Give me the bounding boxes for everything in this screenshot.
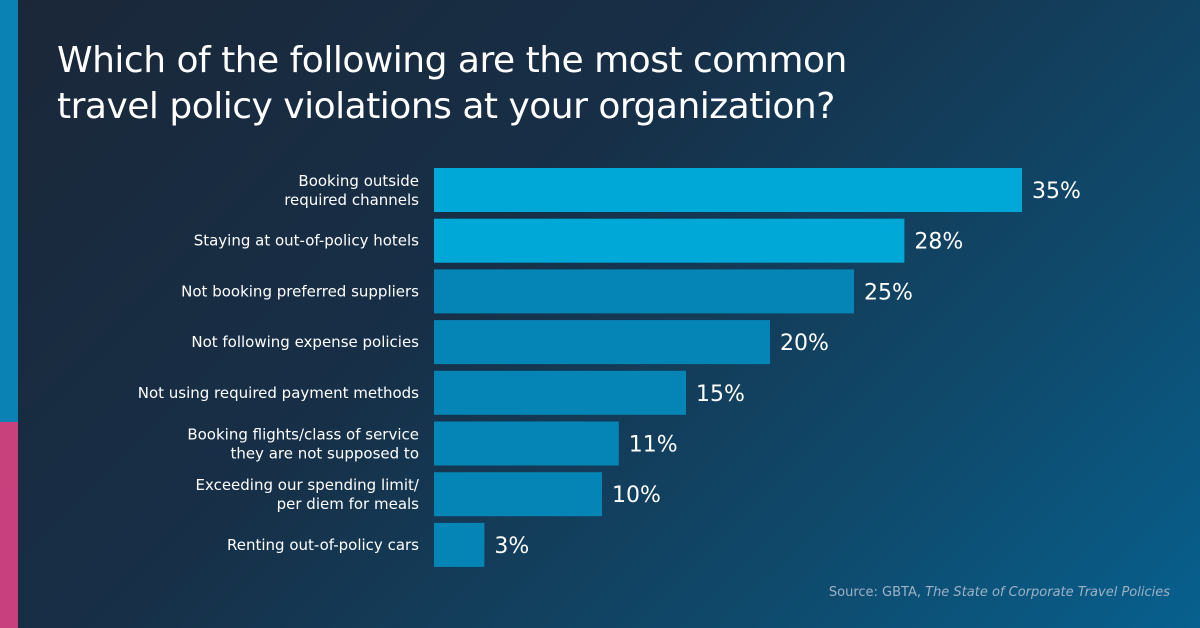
category-label-5: Not using required payment methods	[138, 384, 419, 402]
value-label-1: 35%	[1032, 179, 1081, 204]
bar-6	[434, 421, 619, 466]
category-label-4: Not following expense policies	[191, 333, 419, 351]
category-label-3: Not booking preferred suppliers	[181, 282, 419, 300]
value-label-4: 20%	[780, 331, 829, 356]
category-label-2: Staying at out-of-policy hotels	[194, 232, 419, 250]
category-label-8: Renting out-of-policy cars	[227, 536, 419, 554]
value-label-8: 3%	[494, 534, 529, 559]
category-label-6-line-2: they are not supposed to	[230, 445, 419, 463]
source-note: Source: GBTA, The State of Corporate Tra…	[829, 585, 1170, 600]
left-accent-bar-pink	[0, 422, 18, 628]
category-label-6-line-1: Booking flights/class of service	[187, 426, 419, 444]
value-label-2: 28%	[914, 230, 963, 255]
category-label-7-line-1: Exceeding our spending limit/	[195, 476, 419, 494]
bar-4	[434, 320, 770, 365]
category-label-1-line-1: Booking outside	[298, 172, 419, 190]
value-label-7: 10%	[612, 483, 661, 508]
chart-title: Which of the following are the most comm…	[57, 38, 957, 130]
bar-5	[434, 370, 686, 415]
value-label-5: 15%	[696, 382, 745, 407]
category-label-1-line-2: required channels	[284, 191, 419, 209]
chart-title-line-2: travel policy violations at your organiz…	[57, 86, 835, 127]
left-accent-bar-blue	[0, 0, 18, 422]
bar-7	[434, 472, 602, 517]
value-label-3: 25%	[864, 280, 913, 305]
bar-8	[434, 522, 485, 567]
chart-title-line-1: Which of the following are the most comm…	[57, 40, 847, 81]
bar-2	[434, 218, 905, 263]
category-label-7-line-2: per diem for meals	[277, 495, 420, 513]
bar-3	[434, 269, 854, 314]
bar-1	[434, 168, 1022, 212]
value-label-6: 11%	[629, 433, 678, 458]
source-publication: The State of Corporate Travel Policies	[925, 585, 1170, 600]
source-prefix: Source: GBTA,	[828, 585, 926, 600]
